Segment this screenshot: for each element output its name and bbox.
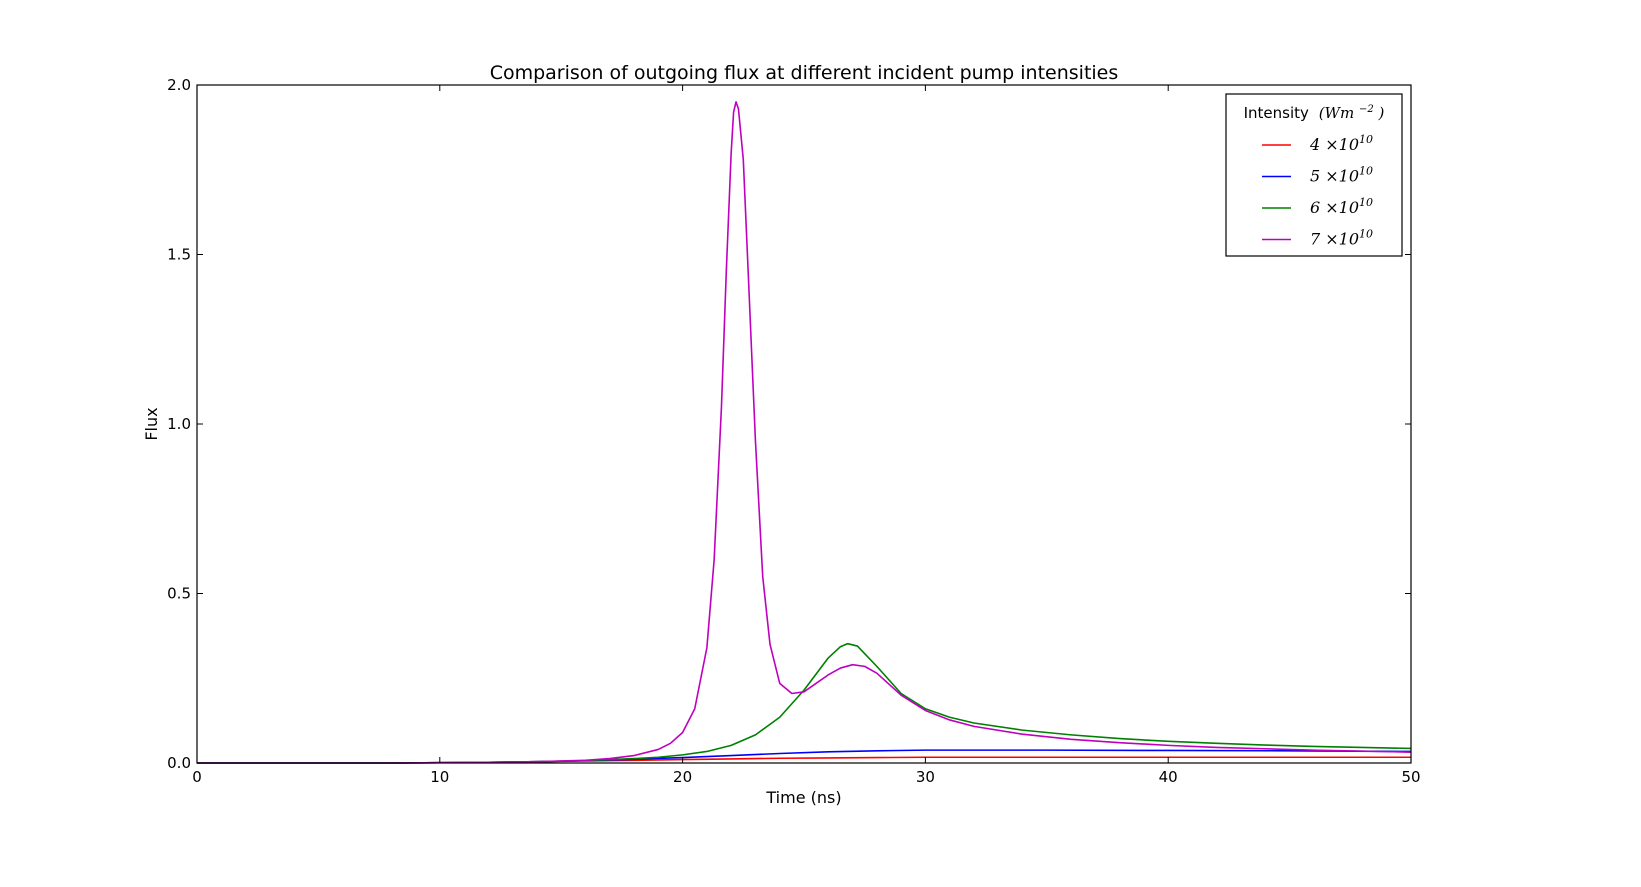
series-line-4 [197, 101, 1412, 764]
legend-label-base: 6 ×10 [1310, 198, 1359, 217]
x-tick-label: 30 [916, 768, 935, 786]
x-axis-label: Time (ns) [765, 788, 841, 807]
legend-label-exponent: 10 [1359, 196, 1373, 209]
legend-label-3: 6 ×1010 [1310, 196, 1373, 217]
legend-label-exponent: 10 [1359, 165, 1373, 178]
y-tick-label: 0.5 [167, 585, 191, 603]
legend-title-unit-close: ) [1378, 104, 1385, 122]
legend-label-base: 4 ×10 [1309, 135, 1359, 154]
y-tick-label: 2.0 [167, 76, 191, 94]
legend-title-unit: (Wm [1319, 104, 1355, 122]
x-tick-label: 20 [673, 768, 692, 786]
y-tick-label: 1.0 [167, 415, 191, 433]
legend-label-exponent: 10 [1359, 228, 1373, 241]
chart-title: Comparison of outgoing flux at different… [490, 62, 1119, 84]
plot-frame [196, 84, 1412, 764]
y-tick-label: 0.0 [167, 754, 191, 772]
x-tick-label: 0 [192, 768, 202, 786]
legend-label-base: 5 ×10 [1310, 167, 1359, 186]
x-tick-label: 40 [1159, 768, 1178, 786]
ticks-layer: 0 10 20 30 40 50 0.0 0.5 1.0 1.5 2.0 [167, 76, 1420, 786]
legend-box [1225, 93, 1403, 257]
y-axis-label: Flux [142, 407, 161, 440]
x-tick-label: 50 [1401, 768, 1420, 786]
legend-title-unit-exponent: −2 [1359, 104, 1374, 115]
legend-label-base: 7 ×10 [1310, 230, 1359, 249]
legend-label-2: 5 ×1010 [1310, 165, 1373, 186]
legend-label-4: 7 ×1010 [1310, 228, 1373, 249]
legend-label-1: 4 ×1010 [1309, 133, 1373, 154]
legend-label-exponent: 10 [1359, 133, 1373, 146]
y-tick-label: 1.5 [167, 246, 191, 264]
legend-title-text: Intensity [1244, 104, 1309, 122]
x-tick-label: 10 [430, 768, 449, 786]
legend-title: Intensity (Wm −2 ) [1244, 98, 1385, 122]
